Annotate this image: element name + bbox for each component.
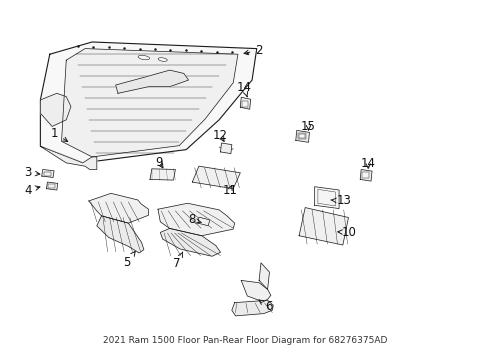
Polygon shape xyxy=(259,263,270,289)
Polygon shape xyxy=(232,300,273,316)
Polygon shape xyxy=(299,208,348,245)
Polygon shape xyxy=(42,170,54,177)
Polygon shape xyxy=(158,203,235,236)
Text: 5: 5 xyxy=(123,252,135,269)
Polygon shape xyxy=(198,217,210,226)
Polygon shape xyxy=(116,70,189,93)
Text: 7: 7 xyxy=(173,252,183,270)
Polygon shape xyxy=(360,170,372,181)
Ellipse shape xyxy=(138,55,149,60)
Text: 6: 6 xyxy=(259,300,272,314)
Text: 12: 12 xyxy=(213,129,228,142)
FancyBboxPatch shape xyxy=(242,100,248,107)
FancyBboxPatch shape xyxy=(298,133,306,139)
Polygon shape xyxy=(40,146,97,170)
Text: 14: 14 xyxy=(361,157,376,170)
Text: 2: 2 xyxy=(244,44,263,57)
Polygon shape xyxy=(241,280,271,303)
Text: 1: 1 xyxy=(51,127,68,141)
Text: 11: 11 xyxy=(222,184,238,197)
Text: 10: 10 xyxy=(338,226,357,239)
Text: 14: 14 xyxy=(237,81,251,97)
Polygon shape xyxy=(315,187,339,208)
Polygon shape xyxy=(240,97,251,109)
FancyBboxPatch shape xyxy=(362,172,369,179)
Text: 2021 Ram 1500 Floor Pan-Rear Floor Diagram for 68276375AD: 2021 Ram 1500 Floor Pan-Rear Floor Diagr… xyxy=(103,336,387,345)
Text: 4: 4 xyxy=(24,184,40,197)
Text: 13: 13 xyxy=(331,194,351,207)
Polygon shape xyxy=(296,130,310,142)
Ellipse shape xyxy=(158,58,167,61)
Text: 15: 15 xyxy=(301,120,316,133)
Polygon shape xyxy=(62,49,238,157)
Text: 8: 8 xyxy=(189,213,201,226)
Polygon shape xyxy=(97,216,144,253)
Polygon shape xyxy=(220,143,232,154)
Polygon shape xyxy=(40,42,257,163)
Text: 3: 3 xyxy=(24,166,40,179)
Polygon shape xyxy=(160,229,220,256)
Text: 9: 9 xyxy=(156,156,163,169)
Polygon shape xyxy=(192,166,240,189)
Polygon shape xyxy=(89,193,148,223)
Polygon shape xyxy=(150,169,175,180)
Polygon shape xyxy=(40,93,71,126)
Polygon shape xyxy=(47,182,58,190)
